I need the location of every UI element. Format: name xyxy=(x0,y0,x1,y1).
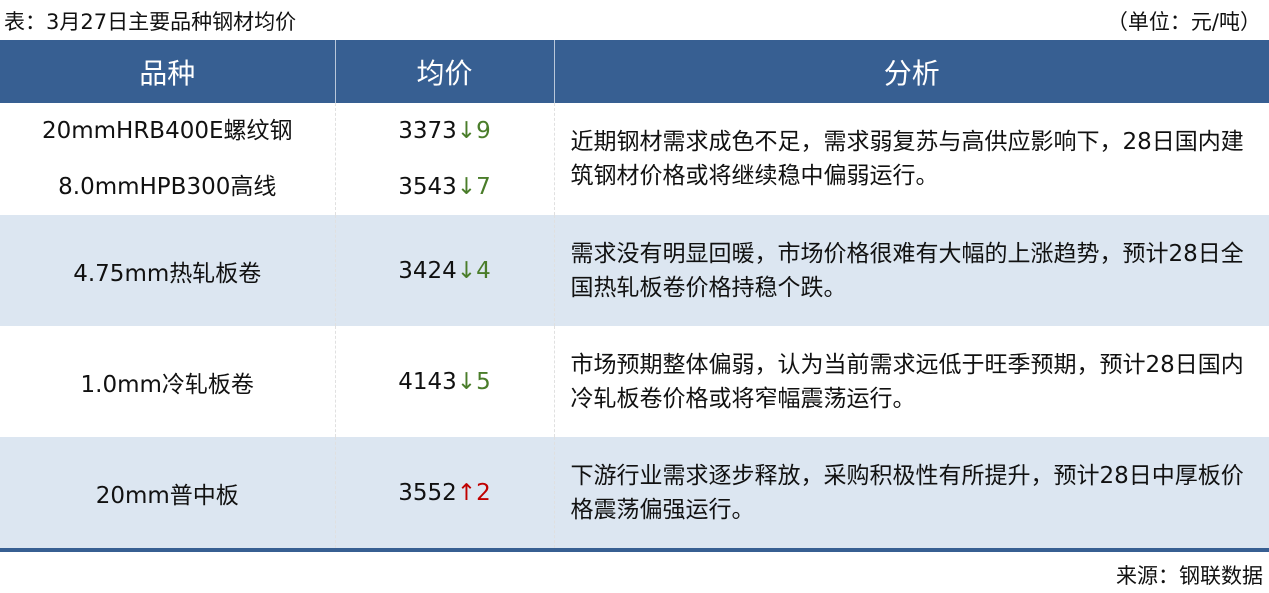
variety-name: 8.0mmHPB300高线 xyxy=(58,174,277,200)
price-cell: 3552↑2 xyxy=(335,437,555,550)
analysis-cell: 下游行业需求逐步释放，采购积极性有所提升，预计28日中厚板价格震荡偏强运行。 xyxy=(554,437,1269,550)
down-arrow-icon: ↓ xyxy=(456,118,477,144)
price-value: 3543 xyxy=(398,174,457,200)
price-change: 5 xyxy=(476,368,491,395)
down-arrow-icon: ↓ xyxy=(456,368,477,395)
price-table: 品种 均价 分析 20mmHRB400E螺纹钢 8.0mmHPB300高线 33… xyxy=(0,40,1269,552)
price-value: 3373 xyxy=(398,118,457,144)
analysis-cell: 市场预期整体偏弱，认为当前需求远低于旺季预期，预计28日国内冷轧板卷价格或将窄幅… xyxy=(570,351,1244,412)
price-change: 4 xyxy=(476,257,491,284)
header-variety: 品种 xyxy=(0,40,336,103)
price-cell: 3373↓9 3543↓7 xyxy=(335,103,555,215)
unit-label: （单位：元/吨） xyxy=(1106,10,1261,34)
price-value: 3424 xyxy=(398,257,457,284)
down-arrow-icon: ↓ xyxy=(456,174,477,200)
analysis-cell: 近期钢材需求成色不足，需求弱复苏与高供应影响下，28日国内建筑钢材价格或将继续稳… xyxy=(570,129,1244,189)
price-change: 7 xyxy=(476,174,491,200)
price-value: 3552 xyxy=(398,479,457,506)
source-label: 来源：钢联数据 xyxy=(1116,564,1263,588)
header-analysis: 分析 xyxy=(554,40,1269,103)
table-row: 4.75mm热轧板卷 3424↓4 需求没有明显回暖，市场价格很难有大幅的上涨趋… xyxy=(0,215,1269,326)
variety-cell: 4.75mm热轧板卷 xyxy=(0,215,336,326)
header-price: 均价 xyxy=(335,40,555,103)
variety-cell: 20mmHRB400E螺纹钢 8.0mmHPB300高线 xyxy=(0,103,336,215)
table-title: 表：3月27日主要品种钢材均价 xyxy=(4,10,297,34)
analysis-cell: 需求没有明显回暖，市场价格很难有大幅的上涨趋势，预计28日全国热轧板卷价格持稳个… xyxy=(554,215,1269,326)
variety-cell: 1.0mm冷轧板卷 xyxy=(0,326,336,437)
table-row: 1.0mm冷轧板卷 4143↓5 市场预期整体偏弱，认为当前需求远低于旺季预期，… xyxy=(0,326,1269,437)
price-change: 2 xyxy=(476,479,491,506)
price-cell: 3424↓4 xyxy=(335,215,555,326)
table-row: 20mmHRB400E螺纹钢 8.0mmHPB300高线 3373↓9 3543… xyxy=(0,103,1269,215)
price-value: 4143 xyxy=(398,368,457,395)
price-cell: 4143↓5 xyxy=(335,326,555,437)
header-row: 品种 均价 分析 xyxy=(0,40,1269,103)
variety-cell: 20mm普中板 xyxy=(0,437,336,550)
variety-name: 20mmHRB400E螺纹钢 xyxy=(41,118,293,144)
table-row: 20mm普中板 3552↑2 下游行业需求逐步释放，采购积极性有所提升，预计28… xyxy=(0,437,1269,550)
up-arrow-icon: ↑ xyxy=(456,479,477,506)
price-change: 9 xyxy=(476,118,491,144)
down-arrow-icon: ↓ xyxy=(456,257,477,284)
